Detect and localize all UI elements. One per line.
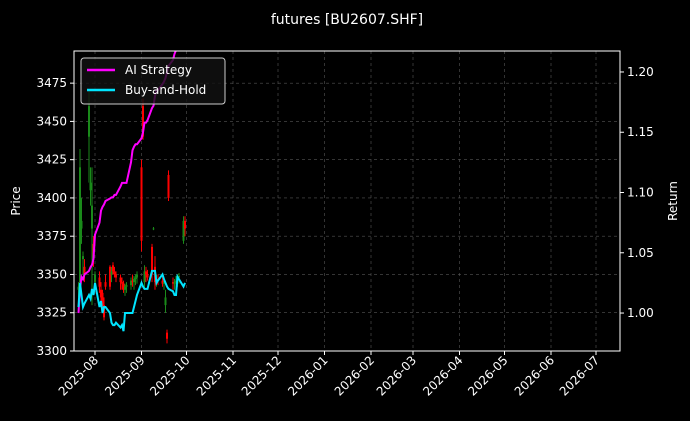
candle-body: [145, 271, 147, 275]
candle-body: [124, 286, 126, 290]
candle-body: [125, 285, 128, 287]
y-tick-label: 3325: [36, 306, 67, 320]
candle-body: [151, 246, 153, 275]
legend-label: Buy-and-Hold: [125, 83, 206, 97]
candle-body: [110, 271, 113, 275]
legend-label: AI Strategy: [125, 63, 192, 77]
candle-body: [178, 276, 180, 278]
y-tick-label: 3450: [36, 114, 67, 128]
candle-body: [163, 282, 165, 284]
candle-body: [88, 106, 90, 137]
y2-tick-label: 1.05: [627, 246, 654, 260]
y2-tick-label: 1.00: [627, 306, 654, 320]
x-tick-label: 2026-05: [465, 353, 510, 398]
candle-body: [166, 332, 168, 339]
x-tick-label: 2026-07: [557, 353, 602, 398]
x-tick-label: 2026-03: [374, 353, 419, 398]
candle-body: [101, 292, 104, 309]
candle-body: [80, 220, 83, 229]
y-tick-label: 3425: [36, 153, 67, 167]
candle-body: [115, 274, 117, 278]
candle-body: [146, 274, 149, 278]
candle-body: [104, 282, 107, 287]
chart-title: futures [BU2607.SHF]: [271, 12, 423, 28]
candle-body: [172, 282, 174, 284]
candle-body: [131, 280, 134, 283]
candle-body: [140, 167, 143, 241]
x-tick-label: 2025-10: [147, 353, 192, 398]
x-tick-label: 2026-02: [332, 353, 377, 398]
x-tick-label: 2026-01: [285, 353, 330, 398]
x-tick-label: 2026-06: [512, 353, 557, 398]
candle-body: [112, 265, 114, 272]
candle-body: [121, 282, 123, 284]
candle-body: [182, 220, 185, 241]
candle-body: [83, 266, 86, 275]
candle-body: [89, 182, 92, 191]
y-tick-label: 3300: [36, 344, 67, 358]
plot-frame: [73, 50, 621, 352]
y-tick-label: 3400: [36, 191, 67, 205]
y-tick-label: 3350: [36, 267, 67, 281]
candle-body: [167, 174, 170, 198]
candle-body: [161, 280, 164, 284]
candle-body: [100, 289, 102, 298]
legend: AI Strategy Buy-and-Hold: [80, 57, 226, 105]
legend-box: [80, 57, 226, 105]
candle-body: [119, 277, 122, 283]
y2-tick-label: 1.10: [627, 186, 654, 200]
candle-body: [173, 282, 176, 284]
candle-body: [143, 271, 146, 283]
candle-body: [164, 297, 167, 306]
candle-body: [130, 280, 132, 286]
x-tick-label: 2026-04: [420, 353, 465, 398]
x-tick-label: 2025-08: [56, 353, 101, 398]
y2-tick-label: 1.15: [627, 125, 654, 139]
series-line: [77, 269, 186, 332]
candle-body: [91, 205, 93, 229]
y-axis-label: Price: [9, 186, 23, 215]
candle-body: [184, 220, 186, 229]
candle-body: [142, 106, 144, 137]
candle-body: [94, 274, 96, 283]
candle-body: [79, 167, 81, 283]
y2-tick-label: 1.20: [627, 65, 654, 79]
x-tick-label: 2025-12: [239, 353, 284, 398]
y-tick-label: 3475: [36, 76, 67, 90]
x-tick-label: 2025-09: [102, 353, 147, 398]
candle-body: [109, 266, 111, 287]
candle-body: [175, 280, 177, 283]
candle-body: [77, 286, 80, 290]
y-tick-label: 3375: [36, 229, 67, 243]
candle-body: [98, 277, 101, 287]
candle-body: [133, 279, 135, 283]
candle-body: [134, 277, 137, 280]
x-tick-label: 2025-11: [194, 353, 239, 398]
candle-body: [82, 256, 84, 260]
candle-body: [136, 274, 138, 278]
candle-body: [103, 305, 105, 318]
candle-body: [113, 271, 116, 275]
candle-body: [152, 228, 155, 230]
candle-body: [122, 283, 125, 290]
y2-axis-label: Return: [666, 181, 680, 221]
